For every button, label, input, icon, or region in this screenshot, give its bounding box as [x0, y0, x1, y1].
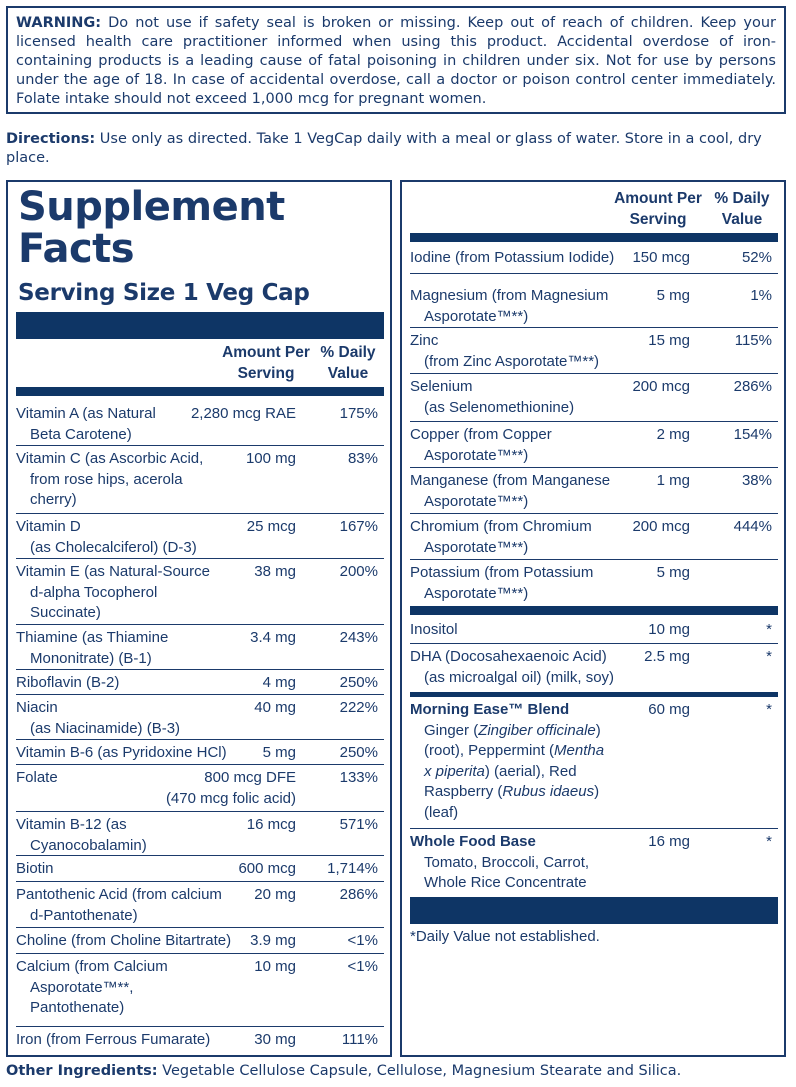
- nutrient-row: Vitamin D (as Cholecalciferol) (D-3) 25 m…: [16, 514, 384, 559]
- other-ingredients-label: Other Ingredients:: [6, 1063, 158, 1079]
- blend-title: Whole Food Base: [410, 833, 536, 850]
- serving-size: Serving Size 1 Veg Cap: [18, 280, 310, 306]
- supplement-facts-panel-left: Supplement Facts Serving Size 1 Veg Cap …: [6, 180, 392, 1057]
- nutrient-row: Potassium (from Potassium Asporotate™**) …: [410, 564, 690, 602]
- nutrient-row: Calcium (from Calcium Asporotate™**, Panto…: [16, 954, 384, 1027]
- nutrient-row: Magnesium (from Magnesium Asporotate™**) …: [410, 274, 778, 328]
- supplement-facts-panel-right: Amount Per Serving % Daily Value Iodine …: [400, 180, 786, 1057]
- nutrient-row: Manganese (from Manganese Asporotate™**) …: [410, 468, 778, 514]
- title-line-2: Facts: [18, 226, 135, 272]
- nutrient-row: DHA (Docosahexaenoic Acid) (as microalgal…: [410, 648, 772, 686]
- nutrient-row: Vitamin B-12 (as Cyanocobalamin) 16 mcg 5…: [16, 812, 384, 856]
- left-rows: Vitamin A (as Natural Beta Carotene) 2,28…: [16, 401, 384, 1053]
- nutrient-row: Riboflavin (B-2) 4 mg 250%: [16, 670, 384, 695]
- nutrient-row: Copper (from Copper Asporotate™**) 2 mg 1…: [410, 422, 778, 468]
- thick-rule-right: [410, 233, 778, 242]
- nutrient-row: Biotin 600 mcg 1,714%: [16, 856, 384, 882]
- col-amount-header-right: Amount Per Serving: [614, 190, 702, 228]
- footnote: *Daily Value not established.: [410, 928, 600, 945]
- nutrient-row: Niacin (as Niacinamide) (B-3) 40 mg 222%: [16, 695, 384, 740]
- directions-label: Directions:: [6, 131, 96, 147]
- col-dv-header: % Daily Value: [320, 344, 376, 382]
- nutrient-row: Thiamine (as Thiamine Mononitrate) (B-1) …: [16, 625, 384, 670]
- blend-row: Morning Ease™ Blend Ginger (Zingiber off…: [410, 697, 778, 829]
- title-line-1: Supplement: [18, 184, 285, 230]
- other-ingredients-text: Vegetable Cellulose Capsule, Cellulose, …: [157, 1063, 682, 1079]
- warning-label: WARNING:: [16, 15, 102, 31]
- warning-text: Do not use if safety seal is broken or m…: [16, 15, 776, 107]
- nutrient-row: Vitamin E (as Natural-Source d-alpha Toco…: [16, 559, 384, 625]
- footer-bar: [410, 897, 778, 924]
- directions-text: Use only as directed. Take 1 VegCap dail…: [6, 131, 762, 166]
- nutrient-row: Inositol 10 mg *: [410, 617, 778, 644]
- nutrient-row: Choline (from Choline Bitartrate) 3.9 mg…: [16, 928, 384, 954]
- directions: Directions: Use only as directed. Take 1…: [6, 130, 786, 168]
- thick-rule: [16, 387, 384, 396]
- nutrient-row: Chromium (from Chromium Asporotate™**) 20…: [410, 514, 778, 560]
- col-dv-header-right: % Daily Value: [714, 190, 770, 228]
- nutrient-row: Vitamin B-6 (as Pyridoxine HCl) 5 mg 250…: [16, 740, 384, 765]
- blend-row: Whole Food Base Tomato, Broccoli, Carrot…: [410, 833, 772, 891]
- supplement-facts-title: Supplement Facts: [18, 186, 388, 270]
- thick-rule-mid: [410, 606, 778, 615]
- nutrient-row: Zinc (from Zinc Asporotate™**) 15 mg 115%: [410, 328, 778, 374]
- other-ingredients: Other Ingredients: Vegetable Cellulose C…: [6, 1063, 681, 1079]
- nutrient-row: Iron (from Ferrous Fumarate) 30 mg 111%: [16, 1031, 378, 1048]
- col-amount-header: Amount Per Serving: [222, 344, 310, 382]
- nutrient-row: Folate 800 mcg DFE (470 mcg folic acid) 1…: [16, 765, 384, 812]
- medium-rule: [410, 692, 778, 697]
- warning-box: WARNING: Do not use if safety seal is br…: [6, 6, 786, 114]
- nutrient-row: Iodine (from Potassium Iodide) 150 mcg 5…: [410, 245, 778, 274]
- right-rows: Iodine (from Potassium Iodide) 150 mcg 5…: [410, 245, 778, 945]
- nutrient-row: Selenium (as Selenomethionine) 200 mcg 28…: [410, 374, 778, 422]
- nutrient-row: Vitamin A (as Natural Beta Carotene) 2,28…: [16, 401, 384, 446]
- header-bar: [16, 312, 384, 339]
- nutrient-row: Vitamin C (as Ascorbic Acid, from rose hi…: [16, 446, 384, 514]
- nutrient-row: Pantothenic Acid (from calcium d-Pantothe…: [16, 882, 384, 928]
- blend-title: Morning Ease™ Blend: [410, 701, 570, 718]
